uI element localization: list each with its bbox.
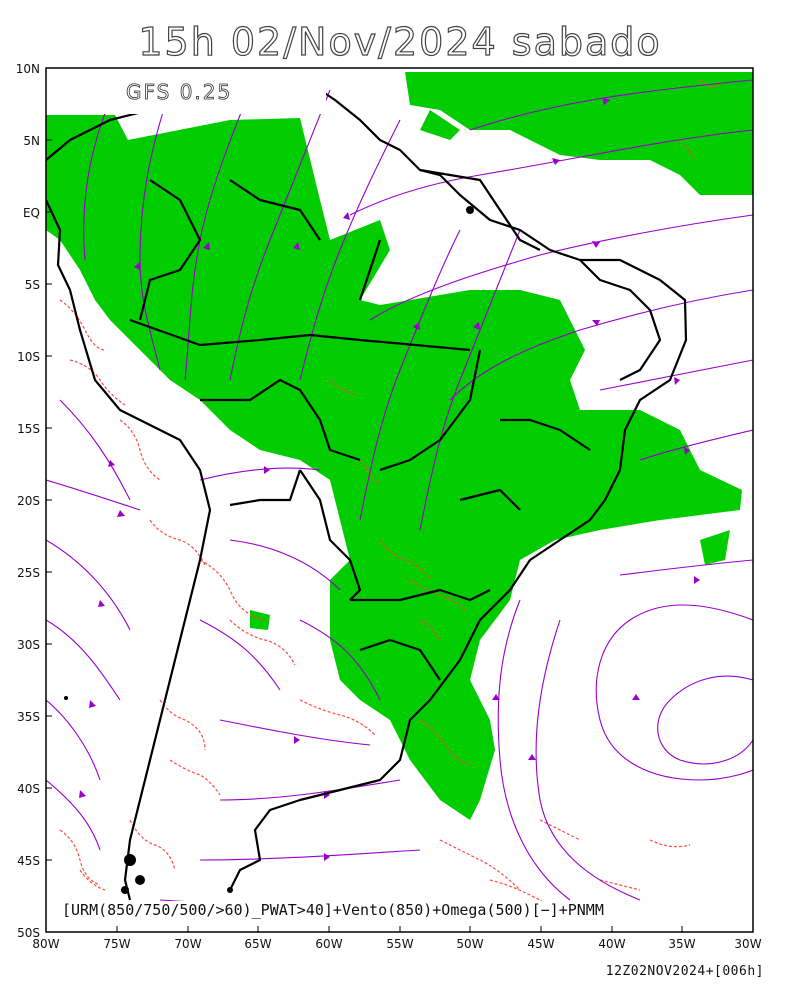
- model-label: GFS 0.25: [126, 80, 233, 105]
- longitude-labels: 80W 75W 70W 65W 60W 55W 50W 45W 40W 35W …: [32, 937, 761, 951]
- lat-label: 35S: [17, 710, 40, 724]
- lon-label: 55W: [386, 937, 413, 951]
- lon-label: 50W: [456, 937, 483, 951]
- field-description: [URM(850/750/500/>60)_PWAT>40]+Vento(850…: [60, 901, 606, 919]
- lon-label: 40W: [598, 937, 625, 951]
- lat-label: 20S: [17, 494, 40, 508]
- lat-label: 5S: [25, 278, 40, 292]
- omega-contours: [59, 79, 721, 911]
- lat-label: 5N: [23, 134, 40, 148]
- lon-label: 45W: [527, 937, 554, 951]
- axis-ticks: [46, 67, 683, 933]
- humidity-fill: [46, 72, 753, 820]
- lat-label: 30S: [17, 638, 40, 652]
- model-label-box: [46, 68, 326, 114]
- wind-streamlines: [46, 79, 753, 908]
- lon-label: 70W: [174, 937, 201, 951]
- lat-label: 40S: [17, 782, 40, 796]
- lon-label: 30W: [734, 937, 761, 951]
- lon-label: 35W: [668, 937, 695, 951]
- lon-label: 75W: [103, 937, 130, 951]
- map-title: 15h 02/Nov/2024 sabado: [138, 19, 662, 64]
- latitude-labels: 10N 5N EQ 5S 10S 15S 20S 25S 30S 35S 40S…: [16, 62, 40, 940]
- lon-label: 80W: [32, 937, 59, 951]
- lon-label: 65W: [244, 937, 271, 951]
- lat-label: EQ: [23, 206, 40, 220]
- map-content: [46, 68, 753, 914]
- lat-label: 10S: [17, 350, 40, 364]
- lat-label: 10N: [16, 62, 40, 76]
- lat-label: 15S: [17, 422, 40, 436]
- lat-label: 25S: [17, 566, 40, 580]
- islands: [64, 206, 474, 894]
- run-info: 12Z02NOV2024+[006h]: [605, 964, 764, 979]
- lat-label: 45S: [17, 854, 40, 868]
- lat-label: 50S: [17, 926, 40, 940]
- lon-label: 60W: [315, 937, 342, 951]
